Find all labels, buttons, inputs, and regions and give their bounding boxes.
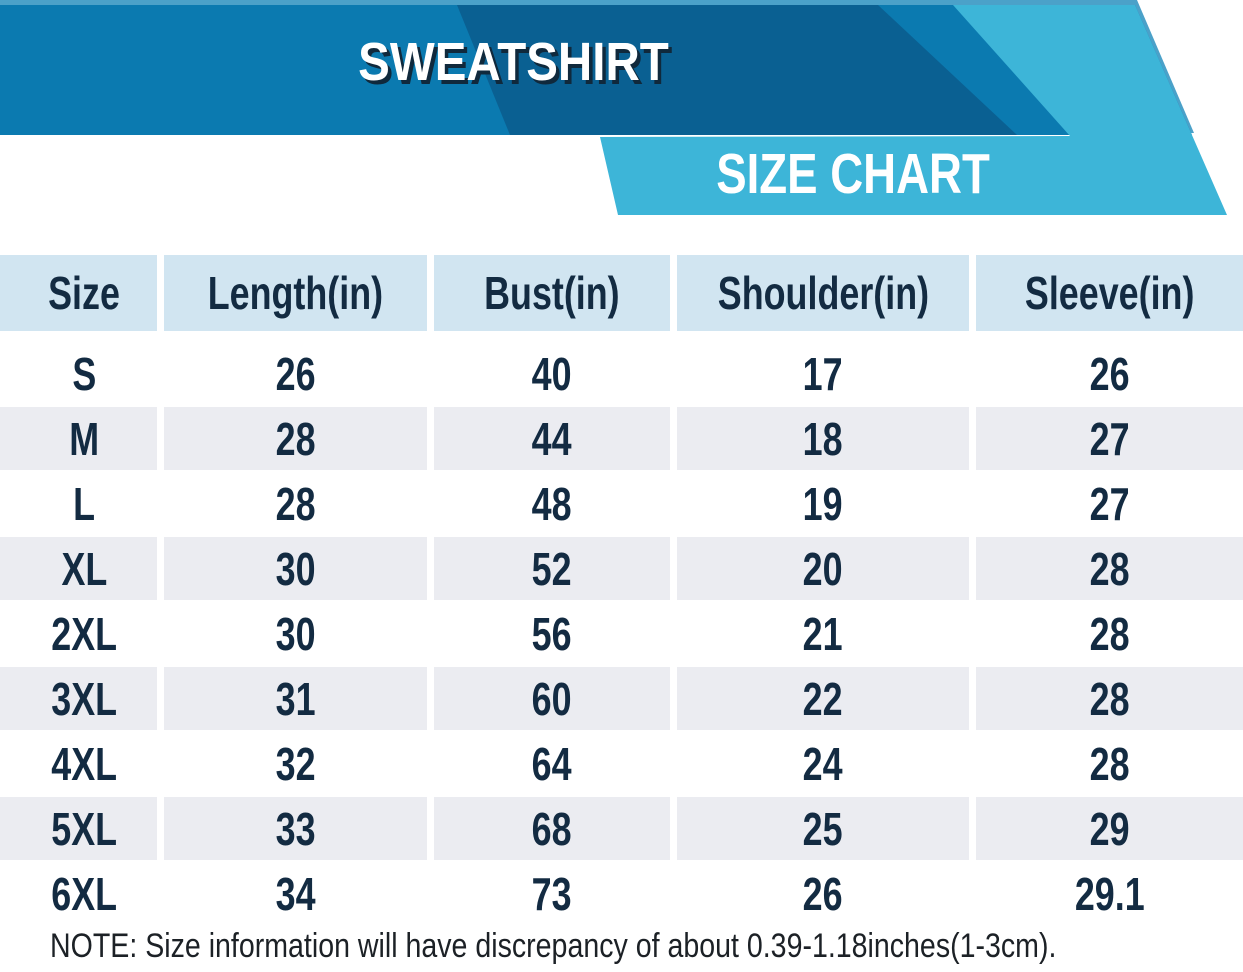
length-value: 34 (275, 867, 316, 920)
bust-value: 40 (532, 347, 572, 400)
size-label: M (0, 407, 157, 470)
header-cell-shoulder: Shoulder(in) (677, 255, 969, 331)
size-chart-heading-text: SIZE CHART (716, 141, 990, 206)
table-row-l: L 28 48 19 27 (0, 472, 1243, 535)
length-value: 28 (275, 477, 316, 530)
size-table: Size Length(in) Bust(in) Shoulder(in) Sl… (0, 255, 1243, 927)
sleeve-value: 26 (1089, 347, 1130, 400)
product-title: SWEATSHIRT (323, 33, 703, 91)
size-label: L (73, 477, 96, 530)
shoulder-value: 18 (677, 407, 969, 470)
shoulder-value: 24 (803, 737, 843, 790)
shoulder-value: 22 (677, 667, 969, 730)
sleeve-value: 28 (976, 667, 1243, 730)
table-row-s: S 26 40 17 26 (0, 342, 1243, 405)
shoulder-value: 19 (803, 477, 843, 530)
header-cell-bust: Bust(in) (434, 255, 670, 331)
table-body: S 26 40 17 26 M 28 44 18 27 L 28 48 19 2… (0, 342, 1243, 925)
note-text-content: NOTE: Size information will have discrep… (50, 927, 1057, 965)
header-cell-size: Size (0, 255, 157, 331)
header-cell-sleeve: Sleeve(in) (976, 255, 1243, 331)
table-row-5xl: 5XL 33 68 25 29 (0, 797, 1243, 860)
bust-value: 73 (532, 867, 572, 920)
size-label: 6XL (51, 867, 118, 920)
sleeve-value: 29.1 (1074, 867, 1145, 920)
table-row-xl: XL 30 52 20 28 (0, 537, 1243, 600)
sleeve-value: 28 (976, 537, 1243, 600)
note-text: NOTE: Size information will have discrep… (50, 926, 1210, 966)
sleeve-value: 28 (1089, 607, 1130, 660)
length-value: 30 (164, 537, 427, 600)
size-label: 4XL (51, 737, 118, 790)
shoulder-value: 21 (803, 607, 843, 660)
header-banner: SWEATSHIRT SIZE CHART (0, 0, 1243, 230)
table-row-m: M 28 44 18 27 (0, 407, 1243, 470)
length-value: 26 (275, 347, 316, 400)
length-value: 28 (164, 407, 427, 470)
product-title-text: SWEATSHIRT (357, 32, 669, 92)
sleeve-value: 28 (1089, 737, 1130, 790)
banner-dark-shape (457, 5, 1017, 135)
bust-value: 44 (434, 407, 670, 470)
table-row-3xl: 3XL 31 60 22 28 (0, 667, 1243, 730)
table-header-row: Size Length(in) Bust(in) Shoulder(in) Sl… (0, 255, 1243, 331)
length-value: 33 (164, 797, 427, 860)
length-value: 32 (275, 737, 316, 790)
length-value: 30 (275, 607, 316, 660)
length-value: 31 (164, 667, 427, 730)
sleeve-value: 27 (1089, 477, 1130, 530)
bust-value: 68 (434, 797, 670, 860)
header-cell-length: Length(in) (164, 255, 427, 331)
size-label: S (72, 347, 97, 400)
sleeve-value: 29 (976, 797, 1243, 860)
size-label: 3XL (0, 667, 157, 730)
shoulder-value: 20 (677, 537, 969, 600)
size-chart-heading: SIZE CHART (663, 144, 1043, 204)
bust-value: 60 (434, 667, 670, 730)
bust-value: 64 (532, 737, 572, 790)
size-label: XL (0, 537, 157, 600)
bust-value: 48 (532, 477, 572, 530)
size-label: 2XL (51, 607, 118, 660)
table-row-4xl: 4XL 32 64 24 28 (0, 732, 1243, 795)
banner-cyan-shape (600, 5, 1227, 215)
table-row-2xl: 2XL 30 56 21 28 (0, 602, 1243, 665)
bust-value: 52 (434, 537, 670, 600)
size-label: 5XL (0, 797, 157, 860)
bust-value: 56 (532, 607, 572, 660)
shoulder-value: 26 (803, 867, 843, 920)
shoulder-value: 25 (677, 797, 969, 860)
shoulder-value: 17 (803, 347, 843, 400)
sleeve-value: 27 (976, 407, 1243, 470)
table-row-6xl: 6XL 34 73 26 29.1 (0, 862, 1243, 925)
